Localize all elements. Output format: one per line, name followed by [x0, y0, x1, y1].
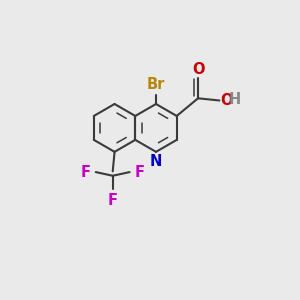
Text: F: F [135, 165, 145, 180]
Text: F: F [108, 194, 118, 208]
Text: Br: Br [147, 77, 165, 92]
Text: O: O [220, 93, 232, 108]
Text: O: O [192, 61, 204, 76]
Text: F: F [81, 165, 91, 180]
Text: N: N [150, 154, 162, 169]
Text: H: H [229, 92, 241, 107]
